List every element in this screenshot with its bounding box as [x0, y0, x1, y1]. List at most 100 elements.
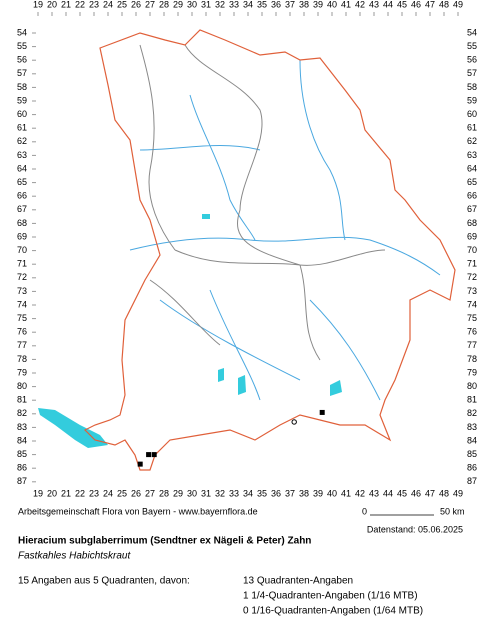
row-label: 73 — [17, 286, 27, 296]
row-label: 54 — [467, 27, 477, 37]
column-label: 22 — [75, 0, 85, 9]
column-label: 26 — [131, 0, 141, 9]
column-label: 40 — [327, 488, 337, 498]
column-label: 24 — [103, 488, 113, 498]
column-label: 30 — [187, 0, 197, 9]
scale-end: 50 km — [440, 506, 465, 516]
row-label: 68 — [467, 218, 477, 228]
row-label: 85 — [467, 449, 477, 459]
row-label: 64 — [467, 163, 477, 173]
row-label: 74 — [467, 299, 477, 309]
column-label: 24 — [103, 0, 113, 9]
column-label: 19 — [33, 0, 43, 9]
column-label: 25 — [117, 0, 127, 9]
row-label: 59 — [467, 95, 477, 105]
column-label: 21 — [61, 0, 71, 9]
row-label: 59 — [17, 95, 27, 105]
row-label: 62 — [467, 136, 477, 146]
row-label: 69 — [467, 231, 477, 241]
row-label: 61 — [17, 123, 27, 133]
column-label: 47 — [425, 488, 435, 498]
column-label: 35 — [257, 0, 267, 9]
row-label: 56 — [467, 55, 477, 65]
column-label: 37 — [285, 0, 295, 9]
row-label: 66 — [467, 191, 477, 201]
column-label: 19 — [33, 488, 43, 498]
row-label: 67 — [17, 204, 27, 214]
summary-total: 15 Angaben aus 5 Quadranten, davon: — [18, 576, 190, 587]
column-label: 40 — [327, 0, 337, 9]
species-name: Hieracium subglaberrimum (Sendtner ex Nä… — [18, 536, 311, 547]
column-label: 38 — [299, 0, 309, 9]
row-label: 58 — [17, 82, 27, 92]
row-label: 85 — [17, 449, 27, 459]
column-label: 46 — [411, 488, 421, 498]
column-label: 42 — [355, 488, 365, 498]
column-label: 33 — [229, 488, 239, 498]
column-label: 42 — [355, 0, 365, 9]
row-label: 87 — [467, 476, 477, 486]
record-circle — [291, 419, 297, 425]
row-label: 64 — [17, 163, 27, 173]
column-label: 31 — [201, 0, 211, 9]
summary-line: 0 1/16-Quadranten-Angaben (1/64 MTB) — [243, 606, 423, 617]
column-label: 37 — [285, 488, 295, 498]
column-label: 45 — [397, 0, 407, 9]
row-label: 75 — [467, 313, 477, 323]
row-label: 77 — [467, 340, 477, 350]
column-label: 29 — [173, 0, 183, 9]
row-label: 62 — [17, 136, 27, 146]
column-label: 46 — [411, 0, 421, 9]
row-label: 55 — [467, 41, 477, 51]
row-label: 82 — [17, 408, 27, 418]
column-label: 38 — [299, 488, 309, 498]
row-label: 70 — [17, 245, 27, 255]
column-label: 49 — [453, 0, 463, 9]
column-label: 45 — [397, 488, 407, 498]
column-label: 29 — [173, 488, 183, 498]
column-label: 34 — [243, 0, 253, 9]
row-label: 79 — [467, 367, 477, 377]
column-label: 23 — [89, 0, 99, 9]
row-label: 57 — [17, 68, 27, 78]
row-label: 71 — [467, 259, 477, 269]
row-label: 84 — [17, 435, 27, 445]
row-label: 72 — [467, 272, 477, 282]
row-label: 81 — [467, 395, 477, 405]
column-label: 27 — [145, 488, 155, 498]
row-label: 84 — [467, 435, 477, 445]
record-square — [319, 409, 325, 415]
row-label: 67 — [467, 204, 477, 214]
row-label: 55 — [17, 41, 27, 51]
row-label: 73 — [467, 286, 477, 296]
column-label: 32 — [215, 0, 225, 9]
column-label: 41 — [341, 488, 351, 498]
row-label: 86 — [17, 463, 27, 473]
row-label: 87 — [17, 476, 27, 486]
row-label: 65 — [467, 177, 477, 187]
row-label: 77 — [17, 340, 27, 350]
row-label: 66 — [17, 191, 27, 201]
column-label: 28 — [159, 0, 169, 9]
row-label: 81 — [17, 395, 27, 405]
column-label: 35 — [257, 488, 267, 498]
column-label: 47 — [425, 0, 435, 9]
column-label: 23 — [89, 488, 99, 498]
record-square — [137, 461, 143, 467]
column-label: 43 — [369, 488, 379, 498]
row-label: 83 — [17, 422, 27, 432]
column-label: 34 — [243, 488, 253, 498]
column-label: 48 — [439, 488, 449, 498]
column-label: 25 — [117, 488, 127, 498]
row-label: 72 — [17, 272, 27, 282]
row-label: 78 — [17, 354, 27, 364]
row-label: 82 — [467, 408, 477, 418]
summary-line: 13 Quadranten-Angaben — [243, 576, 353, 587]
column-label: 26 — [131, 488, 141, 498]
column-label: 30 — [187, 488, 197, 498]
row-label: 60 — [467, 109, 477, 119]
row-label: 65 — [17, 177, 27, 187]
row-label: 70 — [467, 245, 477, 255]
row-label: 75 — [17, 313, 27, 323]
